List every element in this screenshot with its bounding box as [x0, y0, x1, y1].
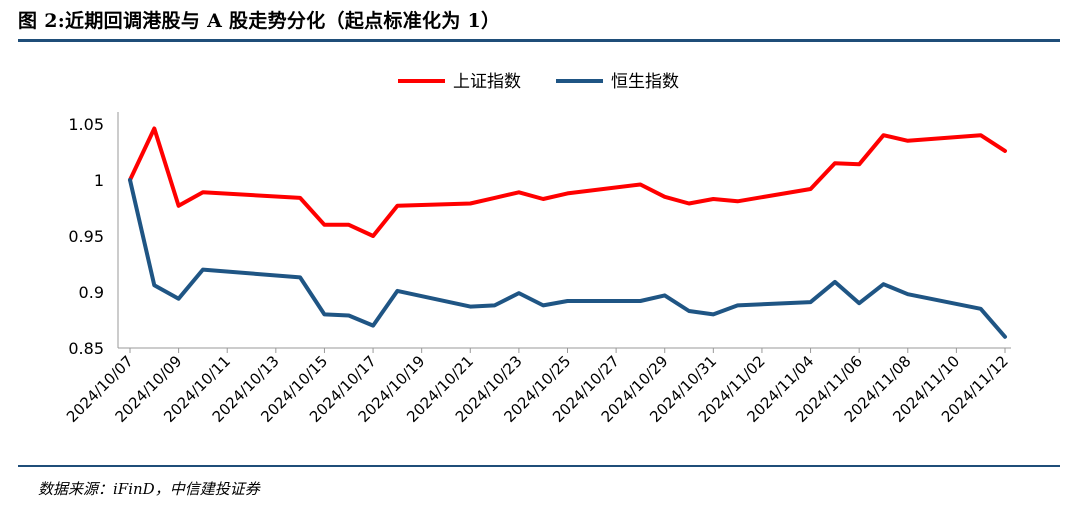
legend-label: 上证指数	[453, 72, 521, 92]
y-tick-label: 0.85	[68, 339, 104, 358]
series-lines	[128, 126, 1007, 339]
series-line-2	[128, 178, 1007, 339]
x-axis-ticks: 2024/10/072024/10/092024/10/112024/10/13…	[63, 348, 1012, 426]
chart-title: 图 2:近期回调港股与 A 股走势分化（起点标准化为 1）	[18, 10, 501, 32]
legend: 上证指数 恒生指数	[398, 72, 679, 92]
source-note: 数据来源：iFinD，中信建投证券	[38, 480, 260, 498]
top-divider	[18, 39, 1060, 42]
line-chart: 上证指数 恒生指数 0.85 0.9 0.95 1 1.05 2024/10/072024…	[63, 72, 1012, 426]
y-tick-label: 0.9	[79, 283, 104, 302]
y-tick-label: 0.95	[68, 227, 104, 246]
y-axis-ticks: 0.85 0.9 0.95 1 1.05	[68, 115, 104, 358]
axes	[117, 112, 1011, 349]
series-line-1	[128, 126, 1007, 238]
legend-label: 恒生指数	[611, 72, 679, 92]
y-tick-label: 1.05	[68, 115, 104, 134]
y-tick-label: 1	[94, 171, 104, 190]
bottom-divider	[18, 465, 1060, 467]
